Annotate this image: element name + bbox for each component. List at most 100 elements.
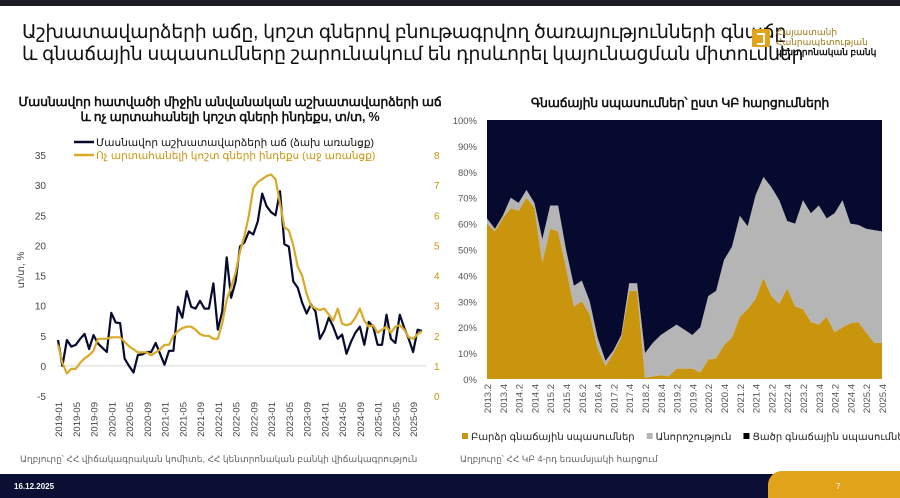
title-line-2: և գնաճային սպասումները շարունակում են դր… [22, 44, 804, 65]
central-bank-logo: Հայաստանի Հանրապետության կենտրոնական բան… [752, 27, 876, 57]
right-y-tick-label: 90% [458, 142, 478, 153]
footer-date: 16.12.2025 [14, 482, 55, 491]
top-bar [0, 0, 900, 6]
left-y-tick-label: 25 [35, 211, 47, 222]
right-x-tick-label: 2018.4 [657, 384, 668, 413]
left-y-tick-label: 35 [35, 151, 47, 162]
left-x-tick-label: 2021-01 [161, 402, 172, 437]
right-x-tick-label: 2023.4 [815, 384, 826, 413]
right-x-tick-label: 2025.2 [862, 384, 873, 413]
right-x-tick-label: 2013.2 [483, 384, 494, 413]
left-x-tick-label: 2021-09 [196, 402, 207, 437]
right-y-tick-label: 5 [434, 241, 440, 252]
right-x-tick-label: 2022.4 [783, 384, 794, 413]
right-y-tick-label: 30% [458, 297, 478, 308]
right-chart-title: Գնաճային սպասումներ՝ ըստ ԿԲ հարցումների [530, 96, 830, 110]
left-x-tick-label: 2023-01 [267, 402, 278, 437]
right-y-tick-label: 2 [434, 332, 440, 343]
right-x-tick-label: 2021.2 [736, 384, 747, 413]
legend-swatch [462, 433, 468, 439]
right-x-tick-label: 2024.2 [831, 384, 842, 413]
page-number: 7 [836, 482, 841, 491]
left-x-tick-label: 2023-09 [303, 402, 314, 437]
right-x-tick-label: 2020.2 [704, 384, 715, 413]
right-y-tick-label: 8 [434, 151, 440, 162]
left-x-tick-label: 2024-09 [356, 402, 367, 437]
right-y-tick-label: 60% [458, 220, 478, 231]
logo-mark-icon [752, 29, 770, 47]
left-y-tick-label: 15 [35, 272, 47, 283]
wages-growth-line [56, 190, 423, 374]
right-x-tick-label: 2024.4 [846, 384, 857, 413]
left-chart-title-line-1: Մասնավոր հատվածի միջին անվանական աշխատավ… [18, 95, 442, 109]
right-x-tick-label: 2016.2 [578, 384, 589, 413]
right-x-tick-label: 2017.4 [625, 384, 636, 413]
left-x-tick-label: 2019-01 [54, 402, 65, 437]
page-number-tab [768, 471, 900, 498]
right-x-tick-label: 2021.4 [752, 384, 763, 413]
right-chart-source: Աղբյուրը՝ ՀՀ ԿԲ 4-րդ եռամսյակի հարցում [460, 454, 658, 464]
left-chart-title-line-2: և ոչ արտահանելի կոշտ գների ինդեքս, տ/տ, … [80, 110, 380, 124]
left-y-tick-label: 20 [35, 241, 47, 252]
right-y-tick-label: 50% [458, 246, 478, 257]
right-x-tick-label: 2019.2 [673, 384, 684, 413]
left-x-tick-label: 2025-05 [391, 402, 402, 437]
right-y-tick-label: 6 [434, 211, 440, 222]
right-x-tick-label: 2015.4 [562, 384, 573, 413]
footer-bar: 16.12.2025 7 [0, 471, 900, 498]
right-x-tick-label: 2014.4 [530, 384, 541, 413]
left-x-tick-label: 2023-05 [285, 402, 296, 437]
right-x-tick-label: 2019.4 [688, 384, 699, 413]
right-y-tick-label: 80% [458, 168, 478, 179]
right-y-tick-label: 3 [434, 302, 440, 313]
logo-line-2: Հանրապետության [776, 37, 868, 47]
left-x-tick-label: 2022-09 [249, 402, 260, 437]
left-x-tick-label: 2020-05 [125, 402, 136, 437]
title-line-1: Աշխատավարձերի աճը, կոշտ գներով բնութագրվ… [22, 22, 787, 43]
right-y-tick-label: 70% [458, 194, 478, 205]
left-x-tick-label: 2020-01 [107, 402, 118, 437]
left-x-tick-label: 2022-01 [214, 402, 225, 437]
right-x-tick-label: 2025.4 [878, 384, 889, 413]
legend-swatch [646, 433, 653, 439]
left-y-tick-label: -5 [37, 392, 46, 403]
left-x-tick-label: 2020-09 [143, 402, 154, 437]
right-y-tick-label: 20% [458, 323, 478, 334]
legend-label: Ոչ արտահանելի կոշտ գների ինդեքս (աջ առան… [96, 150, 375, 162]
left-x-tick-label: 2025-09 [409, 402, 420, 437]
left-x-tick-label: 2024-01 [320, 402, 331, 437]
left-x-tick-label: 2025-01 [374, 402, 385, 437]
hard-prices-index-line [56, 173, 423, 375]
right-x-tick-label: 2016.4 [594, 384, 605, 413]
uncertainty-area [487, 177, 882, 378]
left-y-axis-title: տ/տ, % [16, 252, 27, 289]
right-x-tick-label: 2022.2 [767, 384, 778, 413]
right-x-tick-label: 2013.4 [499, 384, 510, 413]
right-x-tick-label: 2015.2 [546, 384, 557, 413]
right-x-tick-label: 2023.2 [799, 384, 810, 413]
legend-label: Անորոշություն [656, 432, 732, 443]
left-y-tick-label: 10 [35, 302, 47, 313]
right-x-tick-label: 2014.2 [515, 384, 526, 413]
right-x-tick-label: 2020.4 [720, 384, 731, 413]
high-expectations-area [487, 197, 882, 379]
right-y-tick-label: 10% [458, 349, 478, 360]
left-y-tick-label: 0 [40, 362, 46, 373]
logo-line-1: Հայաստանի [776, 27, 838, 37]
right-y-tick-label: 100% [453, 116, 478, 127]
left-x-tick-label: 2021-05 [178, 402, 189, 437]
left-x-tick-label: 2022-05 [232, 402, 243, 437]
left-y-tick-label: 5 [40, 332, 46, 343]
right-y-tick-label: 40% [458, 271, 478, 282]
right-y-tick-label: 1 [434, 362, 440, 373]
left-y-tick-label: 30 [35, 181, 47, 192]
legend-label: Մասնավոր աշխատավարձերի աճ (ձախ առանցք) [96, 137, 374, 149]
right-x-tick-label: 2017.2 [609, 384, 620, 413]
right-y-tick-label: 0 [434, 392, 440, 403]
left-x-tick-label: 2019-05 [72, 402, 83, 437]
right-y-tick-label: 4 [434, 272, 440, 283]
left-x-tick-label: 2024-05 [338, 402, 349, 437]
legend-label: Բարձր գնաճային սպասումներ [471, 432, 635, 443]
low-expectations-area [487, 120, 882, 361]
left-x-tick-label: 2019-09 [90, 402, 101, 437]
